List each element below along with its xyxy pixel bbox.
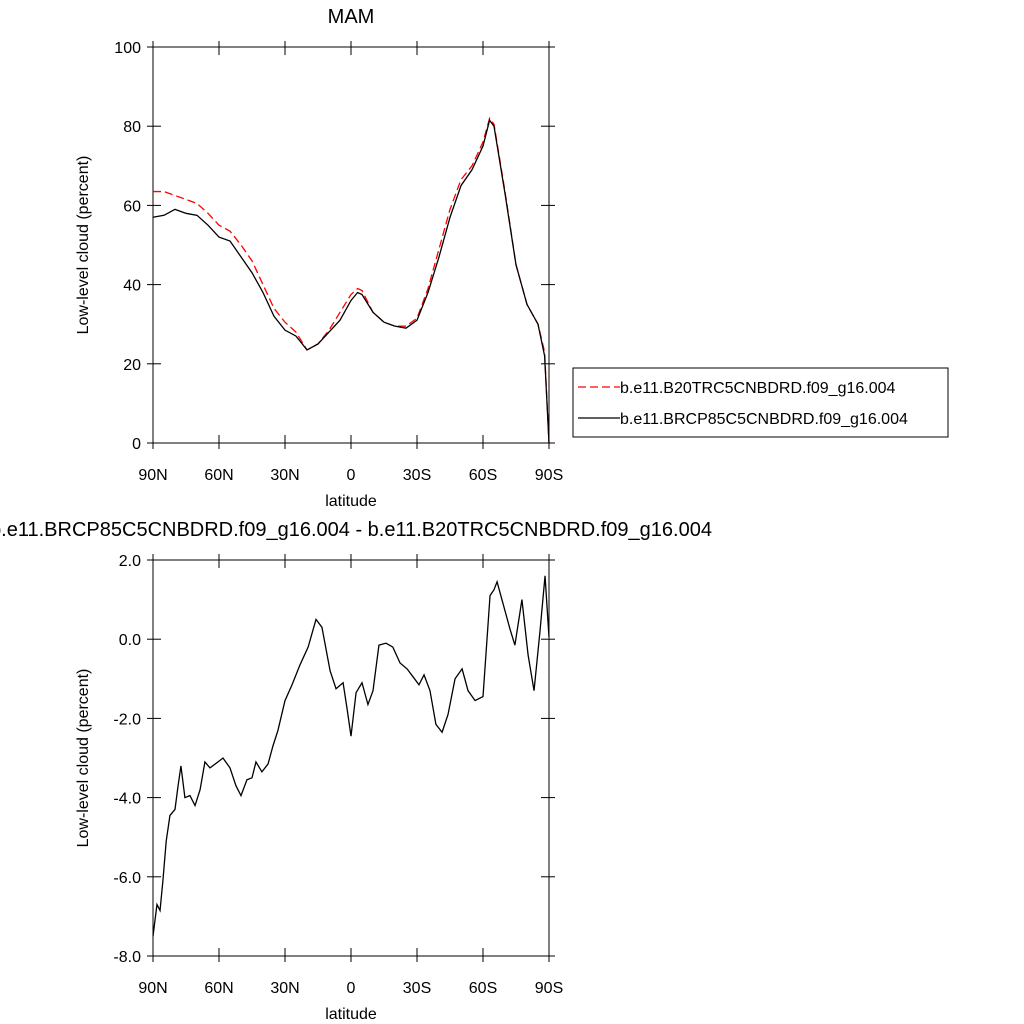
plot-frame bbox=[152, 46, 550, 444]
legend-box bbox=[572, 367, 949, 438]
x-tick-label: 90S bbox=[535, 467, 563, 484]
x-tick-label: 90S bbox=[535, 980, 563, 997]
x-tick-label: 0 bbox=[347, 980, 356, 997]
x-tick-label: 30N bbox=[270, 467, 299, 484]
y-tick-label: 0 bbox=[132, 436, 141, 453]
y-tick-label: 0.0 bbox=[119, 632, 141, 649]
x-tick-label: 30S bbox=[403, 980, 431, 997]
y-tick-label: -8.0 bbox=[113, 949, 141, 966]
y-tick-label: 80 bbox=[123, 119, 141, 136]
chart-title: MAM bbox=[328, 6, 375, 28]
y-tick-label: 60 bbox=[123, 198, 141, 215]
y-tick-label: -4.0 bbox=[113, 791, 141, 808]
legend-label: b.e11.B20TRC5CNBDRD.f09_g16.004 bbox=[620, 380, 896, 397]
y-tick-label: 20 bbox=[123, 357, 141, 374]
x-tick-label: 60N bbox=[204, 980, 233, 997]
series-line bbox=[152, 575, 550, 937]
y-tick-label: -6.0 bbox=[113, 870, 141, 887]
y-tick-label: 40 bbox=[123, 278, 141, 295]
y-axis-label: Low-level cloud (percent) bbox=[75, 669, 92, 848]
x-tick-label: 0 bbox=[347, 467, 356, 484]
series-line bbox=[152, 118, 550, 444]
legend-label: b.e11.BRCP85C5CNBDRD.f09_g16.004 bbox=[620, 411, 908, 428]
plot-frame bbox=[152, 559, 550, 957]
y-tick-label: 100 bbox=[114, 40, 141, 57]
x-tick-label: 60S bbox=[469, 467, 497, 484]
series-line bbox=[153, 116, 550, 444]
x-tick-label: 30S bbox=[403, 467, 431, 484]
x-tick-label: 60N bbox=[204, 467, 233, 484]
x-tick-label: 30N bbox=[270, 980, 299, 997]
x-tick-label: 90N bbox=[138, 980, 167, 997]
x-axis-label: latitude bbox=[325, 1006, 377, 1023]
x-axis-label: latitude bbox=[325, 493, 377, 510]
y-tick-label: -2.0 bbox=[113, 711, 141, 728]
x-tick-label: 90N bbox=[138, 467, 167, 484]
chart-title: b.e11.BRCP85C5CNBDRD.f09_g16.004 - b.e11… bbox=[0, 519, 712, 541]
y-tick-label: 2.0 bbox=[119, 553, 141, 570]
x-tick-label: 60S bbox=[469, 980, 497, 997]
y-axis-label: Low-level cloud (percent) bbox=[75, 156, 92, 335]
